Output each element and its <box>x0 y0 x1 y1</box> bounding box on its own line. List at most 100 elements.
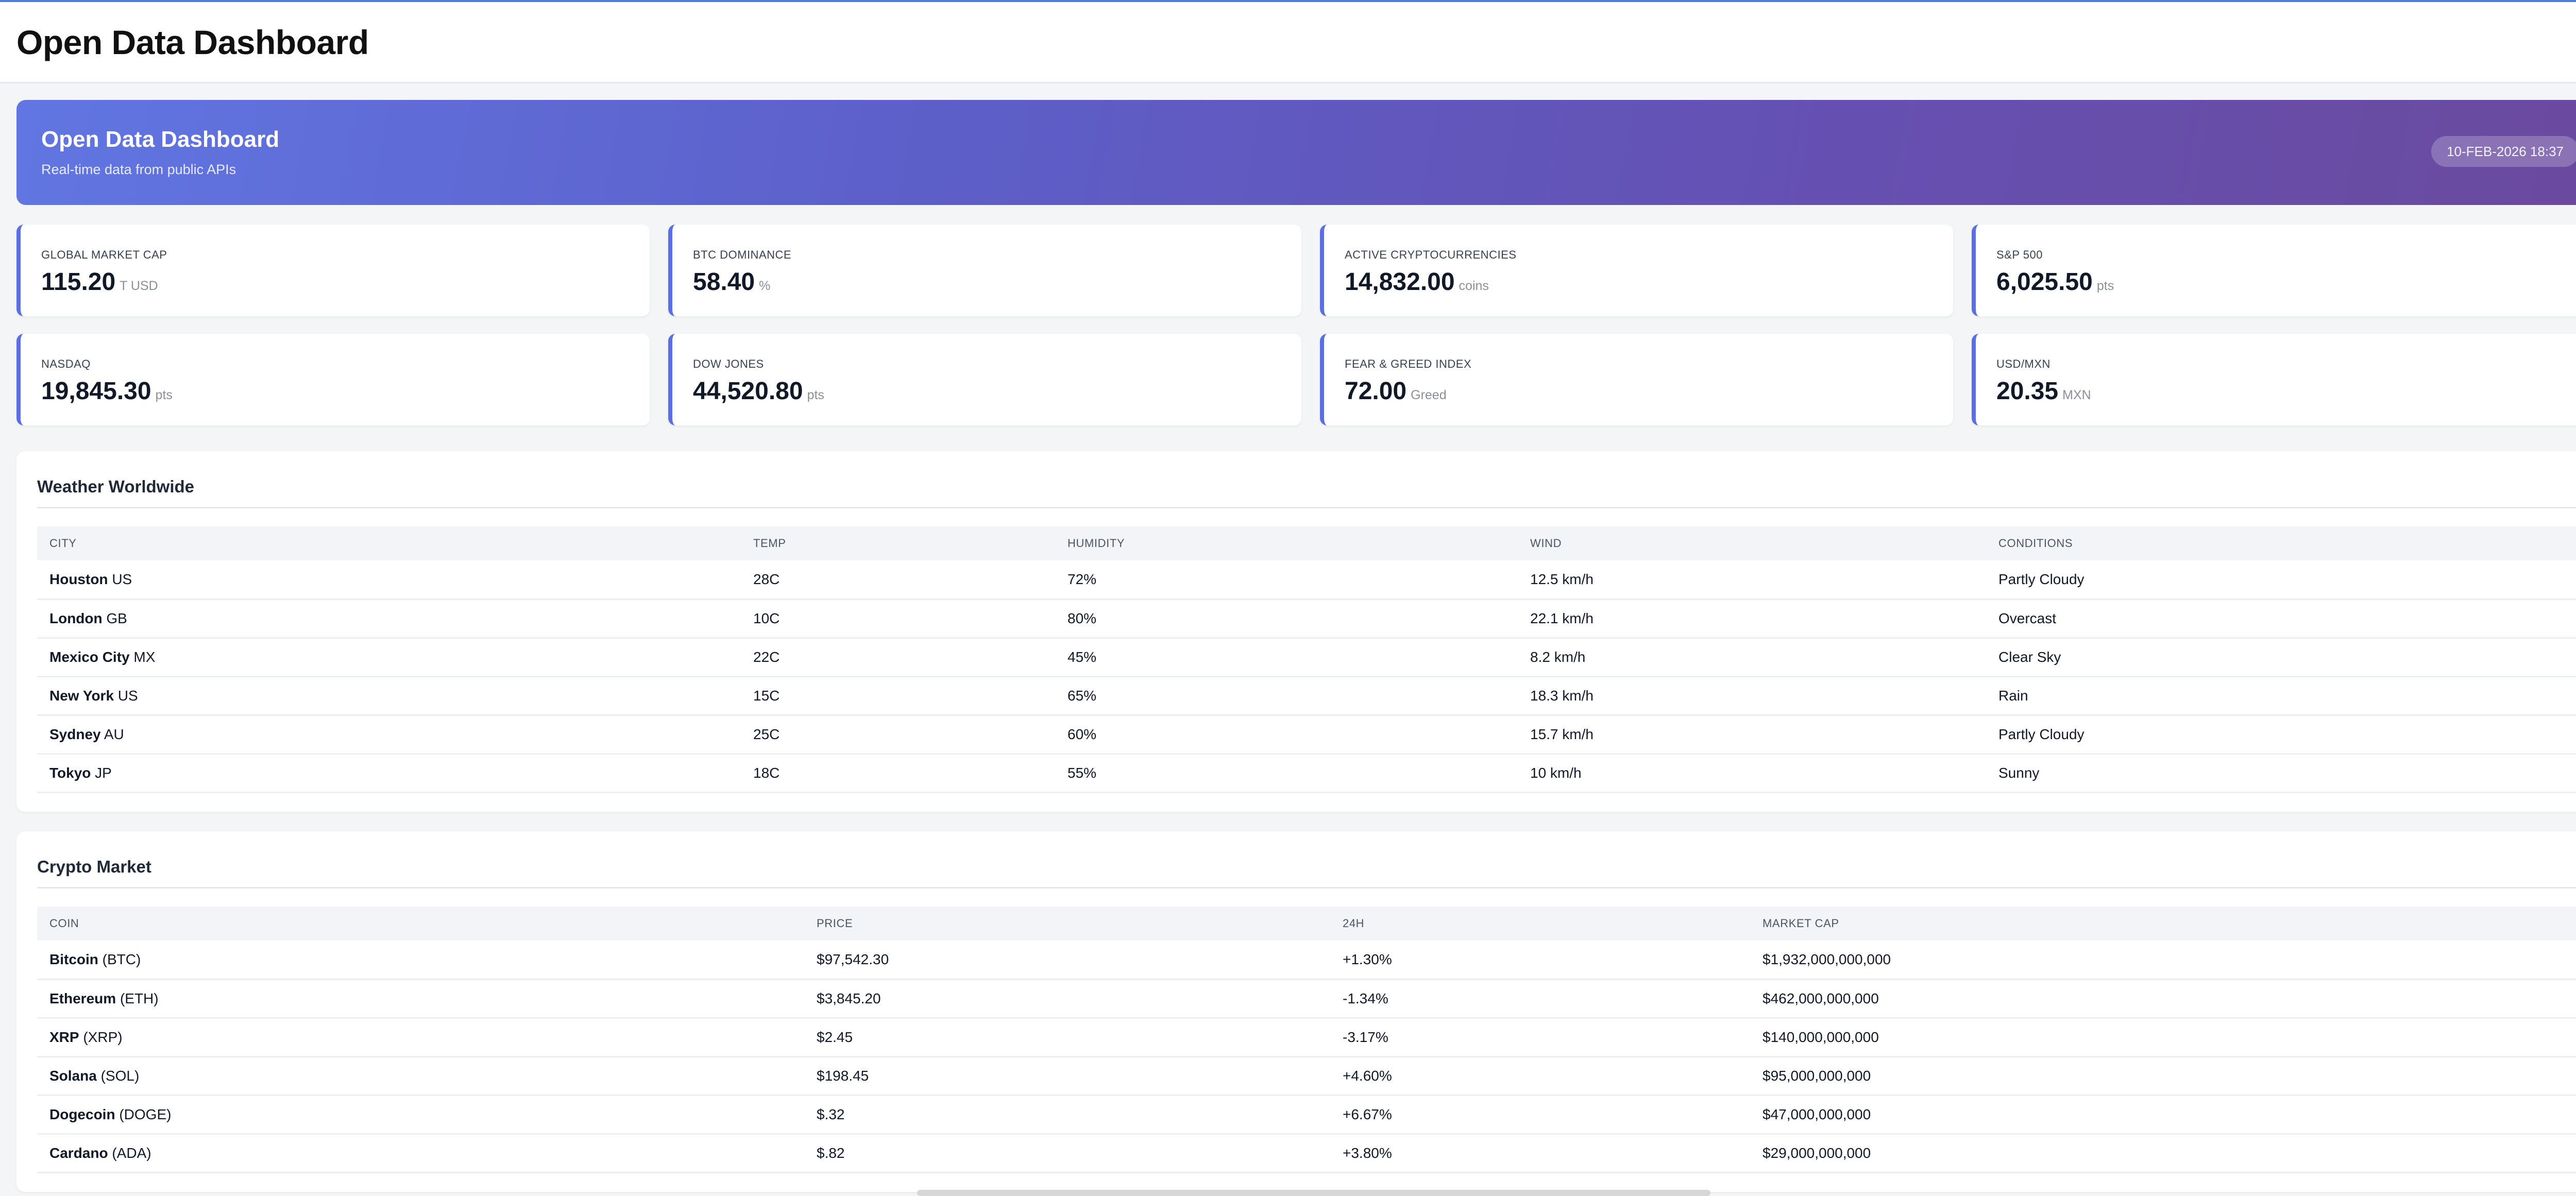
stat-value: 6,025.50 <box>1996 268 2093 296</box>
column-header-price: PRICE <box>804 907 1330 941</box>
stat-label: S&P 500 <box>1996 248 2043 261</box>
table-row: Solana (SOL) $198.45 +4.60% $95,000,000,… <box>37 1056 2576 1096</box>
change-cell: +4.60% <box>1330 1056 1750 1096</box>
country-code: AU <box>104 726 124 742</box>
table-header-row: COIN PRICE 24H MARKET CAP <box>37 907 2576 941</box>
temp-cell: 18C <box>741 754 1055 793</box>
humidity-cell: 65% <box>1055 676 1518 716</box>
price-cell: $198.45 <box>804 1056 1330 1096</box>
city-cell: Sydney AU <box>37 715 741 755</box>
coin-name: Dogecoin <box>49 1106 115 1122</box>
temp-cell: 10C <box>741 599 1055 639</box>
country-code: MX <box>133 648 156 665</box>
city-cell: Tokyo JP <box>37 754 741 793</box>
horizontal-scrollbar[interactable] <box>917 1190 1710 1196</box>
country-code: US <box>117 687 138 704</box>
table-row: Ethereum (ETH) $3,845.20 -1.34% $462,000… <box>37 979 2576 1019</box>
wind-cell: 22.1 km/h <box>1518 599 1986 639</box>
table-row: Cardano (ADA) $.82 +3.80% $29,000,000,00… <box>37 1134 2576 1173</box>
stat-card-sp500: S&P 500 6,025.50 pts <box>1972 225 2576 316</box>
stat-unit: pts <box>807 388 824 402</box>
table-row: Tokyo JP 18C 55% 10 km/h Sunny <box>37 754 2576 793</box>
column-header-humidity: HUMIDITY <box>1055 526 1518 560</box>
country-code: GB <box>106 610 127 626</box>
column-header-wind: WIND <box>1518 526 1986 560</box>
temp-cell: 22C <box>741 638 1055 677</box>
change-cell: -3.17% <box>1330 1018 1750 1057</box>
price-cell: $2.45 <box>804 1018 1330 1057</box>
stat-card-dow-jones: DOW JONES 44,520.80 pts <box>668 334 1301 425</box>
stat-unit: pts <box>2096 279 2114 293</box>
weather-panel: Weather Worldwide CITY TEMP HUMIDITY WIN… <box>16 451 2576 812</box>
price-cell: $.32 <box>804 1095 1330 1135</box>
market-cap-cell: $140,000,000,000 <box>1750 1018 2576 1057</box>
country-code: JP <box>95 764 112 781</box>
stat-label: NASDAQ <box>41 357 91 370</box>
crypto-table: COIN PRICE 24H MARKET CAP Bitcoin (BTC) … <box>37 907 2576 1173</box>
weather-table: CITY TEMP HUMIDITY WIND CONDITIONS Houst… <box>37 526 2576 793</box>
coin-cell: Solana (SOL) <box>37 1056 804 1096</box>
conditions-cell: Partly Cloudy <box>1986 715 2576 755</box>
stat-value: 72.00 <box>1345 378 1407 405</box>
column-header-coin: COIN <box>37 907 804 941</box>
coin-cell: Bitcoin (BTC) <box>37 941 804 980</box>
market-cap-cell: $1,932,000,000,000 <box>1750 941 2576 980</box>
coin-symbol: (DOGE) <box>119 1106 172 1122</box>
stat-card-global-market-cap: GLOBAL MARKET CAP 115.20 T USD <box>16 225 650 316</box>
timestamp-badge: 10-FEB-2026 18:37 <box>2431 136 2576 167</box>
column-header-market-cap: MARKET CAP <box>1750 907 2576 941</box>
change-cell: +1.30% <box>1330 941 1750 980</box>
panel-title-weather: Weather Worldwide <box>37 477 194 496</box>
stat-unit: MXN <box>2062 388 2091 402</box>
coin-symbol: (BTC) <box>102 951 141 967</box>
humidity-cell: 80% <box>1055 599 1518 639</box>
table-row: London GB 10C 80% 22.1 km/h Overcast <box>37 599 2576 639</box>
stat-label: BTC DOMINANCE <box>693 248 792 261</box>
stat-value: 58.40 <box>693 268 755 296</box>
humidity-cell: 55% <box>1055 754 1518 793</box>
market-cap-cell: $95,000,000,000 <box>1750 1056 2576 1096</box>
top-accent-line <box>0 0 2576 2</box>
coin-name: Cardano <box>49 1144 108 1161</box>
crypto-panel: Crypto Market COIN PRICE 24H MARKET CAP … <box>16 831 2576 1192</box>
table-row: Houston US 28C 72% 12.5 km/h Partly Clou… <box>37 560 2576 600</box>
stat-value: 115.20 <box>41 268 116 296</box>
temp-cell: 28C <box>741 560 1055 600</box>
wind-cell: 18.3 km/h <box>1518 676 1986 716</box>
column-header-24h: 24H <box>1330 907 1750 941</box>
temp-cell: 15C <box>741 676 1055 716</box>
city-name: New York <box>49 687 114 704</box>
stat-unit: pts <box>155 388 173 402</box>
stat-card-nasdaq: NASDAQ 19,845.30 pts <box>16 334 650 425</box>
coin-name: Ethereum <box>49 990 116 1006</box>
coin-symbol: (ETH) <box>120 990 159 1006</box>
stat-card-fear-greed-index: FEAR & GREED INDEX 72.00 Greed <box>1320 334 1953 425</box>
city-cell: New York US <box>37 676 741 716</box>
city-cell: Mexico City MX <box>37 638 741 677</box>
city-name: Houston <box>49 571 108 587</box>
city-name: London <box>49 610 103 626</box>
market-cap-cell: $29,000,000,000 <box>1750 1134 2576 1173</box>
market-cap-cell: $47,000,000,000 <box>1750 1095 2576 1135</box>
city-cell: Houston US <box>37 560 741 600</box>
city-name: Mexico City <box>49 648 130 665</box>
stat-value: 44,520.80 <box>693 378 803 405</box>
hero-title: Open Data Dashboard <box>41 127 280 152</box>
coin-cell: Dogecoin (DOGE) <box>37 1095 804 1135</box>
price-cell: $97,542.30 <box>804 941 1330 980</box>
table-row: Dogecoin (DOGE) $.32 +6.67% $47,000,000,… <box>37 1095 2576 1135</box>
coin-cell: XRP (XRP) <box>37 1018 804 1057</box>
coin-symbol: (SOL) <box>100 1067 140 1084</box>
stat-unit: Greed <box>1411 388 1447 402</box>
table-row: New York US 15C 65% 18.3 km/h Rain <box>37 676 2576 716</box>
wind-cell: 8.2 km/h <box>1518 638 1986 677</box>
stat-card-active-cryptocurrencies: ACTIVE CRYPTOCURRENCIES 14,832.00 coins <box>1320 225 1953 316</box>
table-row: XRP (XRP) $2.45 -3.17% $140,000,000,000 <box>37 1018 2576 1057</box>
conditions-cell: Partly Cloudy <box>1986 560 2576 600</box>
humidity-cell: 72% <box>1055 560 1518 600</box>
table-row: Sydney AU 25C 60% 15.7 km/h Partly Cloud… <box>37 715 2576 755</box>
coin-name: XRP <box>49 1029 79 1045</box>
hero-subtitle: Real-time data from public APIs <box>41 162 236 177</box>
stat-value: 20.35 <box>1996 378 2059 405</box>
column-header-conditions: CONDITIONS <box>1986 526 2576 560</box>
